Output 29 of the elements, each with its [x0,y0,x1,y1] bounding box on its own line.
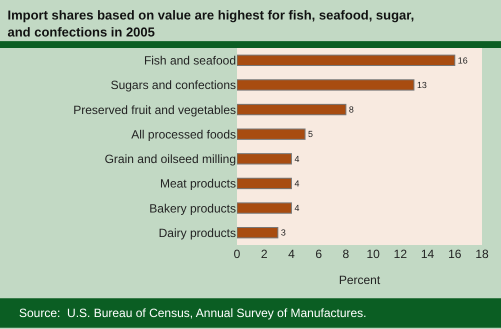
data-label: 8 [348,104,354,115]
x-tick-label: 10 [366,247,380,261]
data-label: 5 [308,129,314,140]
x-tick-label: 4 [288,247,296,261]
x-tick-label: 12 [394,247,408,261]
y-tick-label: Meat products [160,176,236,191]
data-label: 4 [294,154,300,164]
x-tick-label: 2 [260,247,268,261]
x-tick-label: 16 [448,247,462,261]
y-tick-label: Fish and seafood [144,54,236,68]
y-tick-label: All processed foods [131,127,236,142]
x-axis-title: Percent [338,272,381,287]
data-label: 4 [294,178,300,188]
data-label: 4 [294,203,300,214]
y-tick-label: Sugars and confections [110,78,236,92]
x-tick-label: 6 [315,247,322,261]
data-label: 13 [416,80,427,90]
data-label: 16 [458,55,468,66]
y-tick-label: Bakery products [149,201,236,216]
x-tick-label: 0 [234,247,241,261]
source-note: Source: U.S. Bureau of Census, Annual Survey of Manufactures. [19,306,367,320]
y-tick-label: Grain and oilseed milling [104,152,236,166]
y-tick-label: Dairy products [158,226,236,240]
data-label: 3 [280,228,286,238]
chart-title: Import shares based on value are highest for fish, seafood, sugar, and confections in 2005 [8,8,414,40]
x-tick-label: 14 [420,247,435,261]
x-tick-label: 18 [475,247,489,261]
y-tick-label: Preserved fruit and vegetables [73,102,236,117]
x-tick-label: 8 [342,247,350,261]
